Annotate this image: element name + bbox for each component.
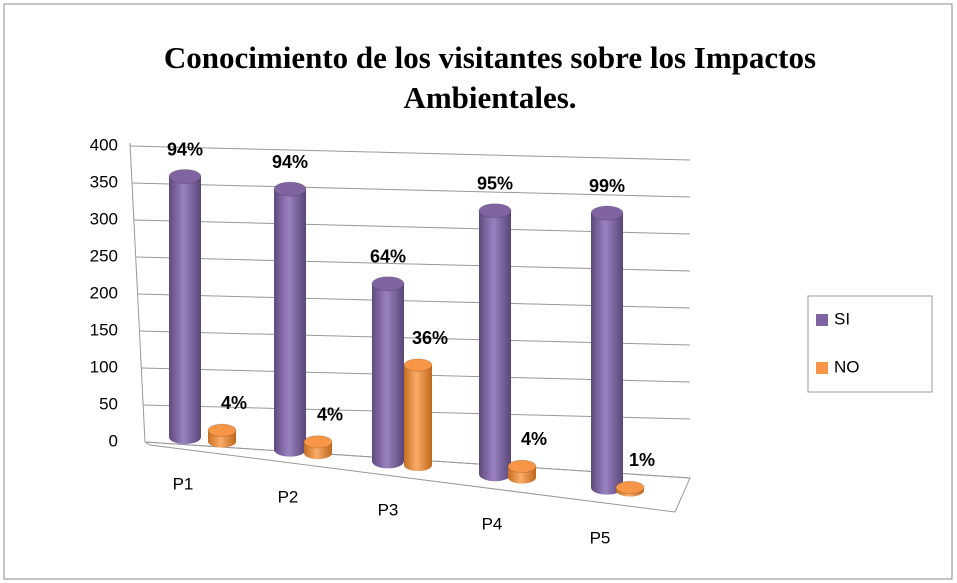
bar-top bbox=[590, 205, 624, 221]
legend-label: NO bbox=[834, 357, 860, 376]
legend-swatch bbox=[816, 362, 828, 374]
bar-top bbox=[507, 459, 537, 473]
bar bbox=[591, 213, 623, 488]
data-label: 99% bbox=[589, 176, 625, 196]
x-tick-label: P3 bbox=[378, 500, 399, 519]
data-label: 94% bbox=[272, 152, 308, 172]
data-label: 4% bbox=[317, 405, 343, 425]
grid-line bbox=[132, 182, 691, 198]
x-tick-label: P2 bbox=[278, 487, 299, 506]
data-label: 4% bbox=[221, 393, 247, 413]
bar bbox=[404, 365, 432, 465]
y-tick-label: 100 bbox=[90, 357, 118, 376]
y-tick-label: 400 bbox=[90, 135, 118, 154]
bar bbox=[479, 210, 511, 475]
y-tick-label: 50 bbox=[99, 394, 118, 413]
legend-swatch bbox=[816, 314, 828, 326]
y-tick-label: 300 bbox=[90, 209, 118, 228]
x-tick-label: P4 bbox=[482, 514, 503, 533]
y-tick-label: 200 bbox=[90, 283, 118, 302]
bar bbox=[274, 189, 306, 450]
bar-top bbox=[303, 435, 333, 449]
y-tick-label: 0 bbox=[109, 431, 118, 450]
grid-line bbox=[130, 145, 691, 161]
y-tick-label: 250 bbox=[90, 246, 118, 265]
data-label: 4% bbox=[521, 429, 547, 449]
bar-top bbox=[478, 203, 512, 219]
bar bbox=[169, 176, 201, 437]
bar-top bbox=[371, 276, 405, 292]
data-label: 1% bbox=[629, 450, 655, 470]
x-tick-label: P5 bbox=[590, 528, 611, 547]
data-label: 95% bbox=[477, 174, 513, 194]
bar-top bbox=[403, 358, 433, 372]
frame bbox=[3, 3, 953, 580]
chart-title: Conocimiento de los visitantes sobre los… bbox=[163, 40, 817, 115]
data-label: 36% bbox=[412, 328, 448, 348]
y-tick-label: 350 bbox=[90, 172, 118, 191]
bar bbox=[372, 283, 404, 462]
bar-top bbox=[207, 423, 237, 437]
bar-top bbox=[615, 480, 645, 495]
bar-top bbox=[273, 181, 307, 197]
x-tick-label: P1 bbox=[173, 474, 194, 493]
y-axis-wall bbox=[129, 142, 146, 443]
bar-top bbox=[168, 168, 202, 185]
y-tick-label: 150 bbox=[90, 320, 118, 339]
data-label: 94% bbox=[167, 139, 203, 159]
legend-box bbox=[807, 295, 933, 393]
legend-label: SI bbox=[834, 309, 850, 328]
data-label: 64% bbox=[370, 247, 406, 267]
